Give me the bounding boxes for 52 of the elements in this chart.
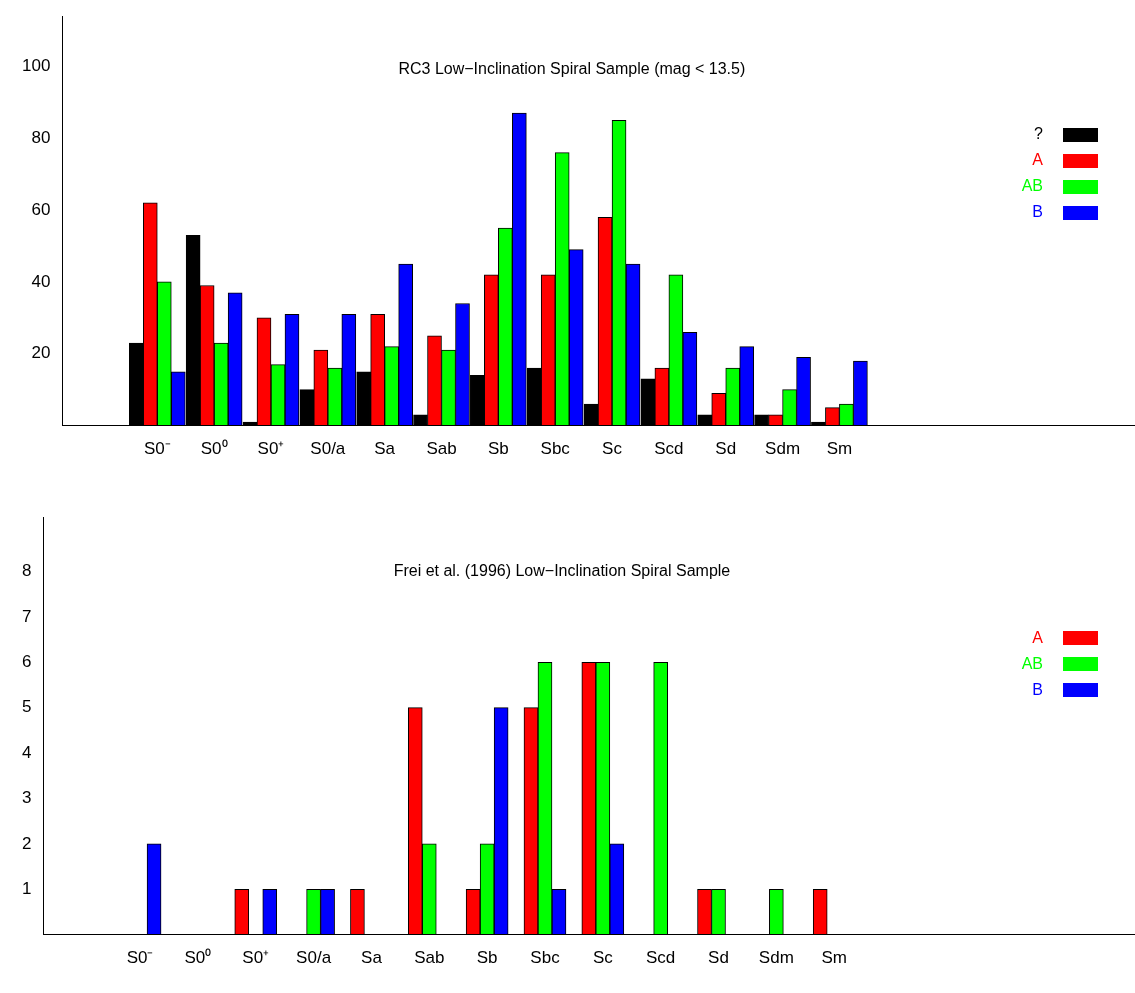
text: RC3 Low−Inclination Spiral Sample (mag < 13.5): [398, 59, 746, 77]
x-tick-label: Scd: [646, 948, 676, 968]
x-tick-label: Sm: [821, 948, 847, 968]
x-tick-label: Sa: [361, 948, 383, 968]
x-tick-label: Scd: [654, 439, 684, 459]
bar: [128, 342, 144, 426]
y-tick-label: 8: [21, 561, 32, 581]
y-tick-label: 4: [21, 742, 32, 762]
legend-label: B: [1032, 680, 1043, 698]
legend-label: AB: [1021, 654, 1043, 672]
x-tick-label: S0⁺: [257, 439, 285, 459]
bar: [811, 421, 826, 426]
x-tick-label: S0⁻: [126, 948, 154, 968]
bar: [526, 367, 542, 426]
y-tick-label: 20: [31, 343, 51, 363]
legend-label: AB: [1021, 177, 1043, 195]
x-tick-label: Sdm: [758, 948, 794, 968]
bar: [470, 374, 485, 426]
x-tick-label: Sab: [414, 948, 445, 968]
legend-label: A: [1032, 628, 1044, 646]
y-tick-label: 40: [31, 271, 51, 291]
y-tick-label: 2: [21, 833, 32, 853]
x-tick-label: S0⁺: [242, 948, 270, 968]
x-tick-label: Sbc: [530, 948, 561, 968]
x-tick-label: Sb: [476, 948, 498, 968]
y-tick-label: 5: [21, 697, 32, 717]
y-tick-label: 100: [21, 56, 51, 76]
x-tick-label: S0/a: [310, 439, 346, 459]
y-tick-label: 7: [21, 606, 32, 626]
x-tick-label: Sb: [487, 439, 509, 459]
x-tick-label: Sd: [715, 439, 737, 459]
x-tick-label: Sab: [426, 439, 457, 459]
x-tick-label: S0⁻: [143, 439, 171, 459]
text: Frei et al. (1996) Low−Inclination Spiral Sample: [393, 561, 731, 579]
x-tick-label: Sm: [826, 439, 853, 459]
y-tick-label: 80: [31, 127, 51, 147]
x-tick-label: Sbc: [540, 439, 571, 459]
x-tick-label: S0⁰: [200, 439, 228, 459]
legend-label: A: [1032, 151, 1044, 169]
x-tick-label: S0/a: [296, 948, 332, 968]
x-tick-label: Sa: [374, 439, 396, 459]
x-tick-label: Sdm: [765, 439, 801, 459]
y-tick-label: 60: [31, 199, 51, 219]
x-tick-label: S0⁰: [184, 948, 212, 968]
y-tick-label: 3: [21, 788, 32, 808]
legend-label: ?: [1034, 125, 1044, 143]
x-tick-label: Sc: [592, 948, 614, 968]
legend-label: B: [1032, 203, 1043, 221]
y-tick-label: 1: [21, 878, 32, 898]
x-tick-label: Sc: [602, 439, 623, 459]
y-tick-label: 6: [21, 651, 32, 671]
x-tick-label: Sd: [708, 948, 729, 968]
